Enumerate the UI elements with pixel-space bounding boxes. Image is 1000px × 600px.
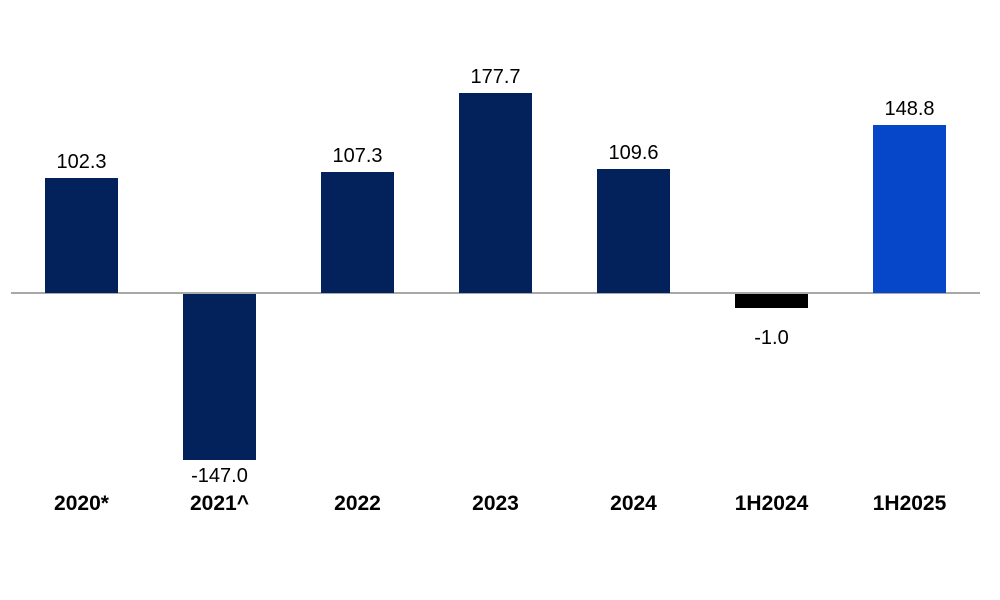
category-label: 1H2024 — [734, 492, 809, 515]
category-label: 2023 — [472, 492, 519, 515]
value-label: 109.6 — [608, 142, 659, 164]
bar-2022 — [321, 172, 394, 293]
category-label: 2020* — [54, 492, 109, 515]
x-axis-line — [11, 292, 980, 294]
bar-2023 — [459, 93, 532, 293]
bar-1H2025 — [873, 125, 946, 293]
bar-2024 — [597, 169, 670, 293]
category-label: 2021^ — [190, 492, 249, 515]
value-label: -147.0 — [191, 465, 248, 487]
category-label: 2022 — [334, 492, 381, 515]
category-label: 2024 — [610, 492, 657, 515]
bar-2020* — [45, 178, 118, 293]
bar-2021^ — [183, 294, 256, 460]
value-label: 107.3 — [332, 145, 383, 167]
value-label: 102.3 — [56, 151, 107, 173]
value-label: -1.0 — [754, 327, 789, 349]
value-label: 177.7 — [470, 66, 521, 88]
value-label: 148.8 — [884, 98, 935, 120]
bar-1H2024 — [735, 294, 808, 308]
category-label: 1H2025 — [872, 492, 947, 515]
